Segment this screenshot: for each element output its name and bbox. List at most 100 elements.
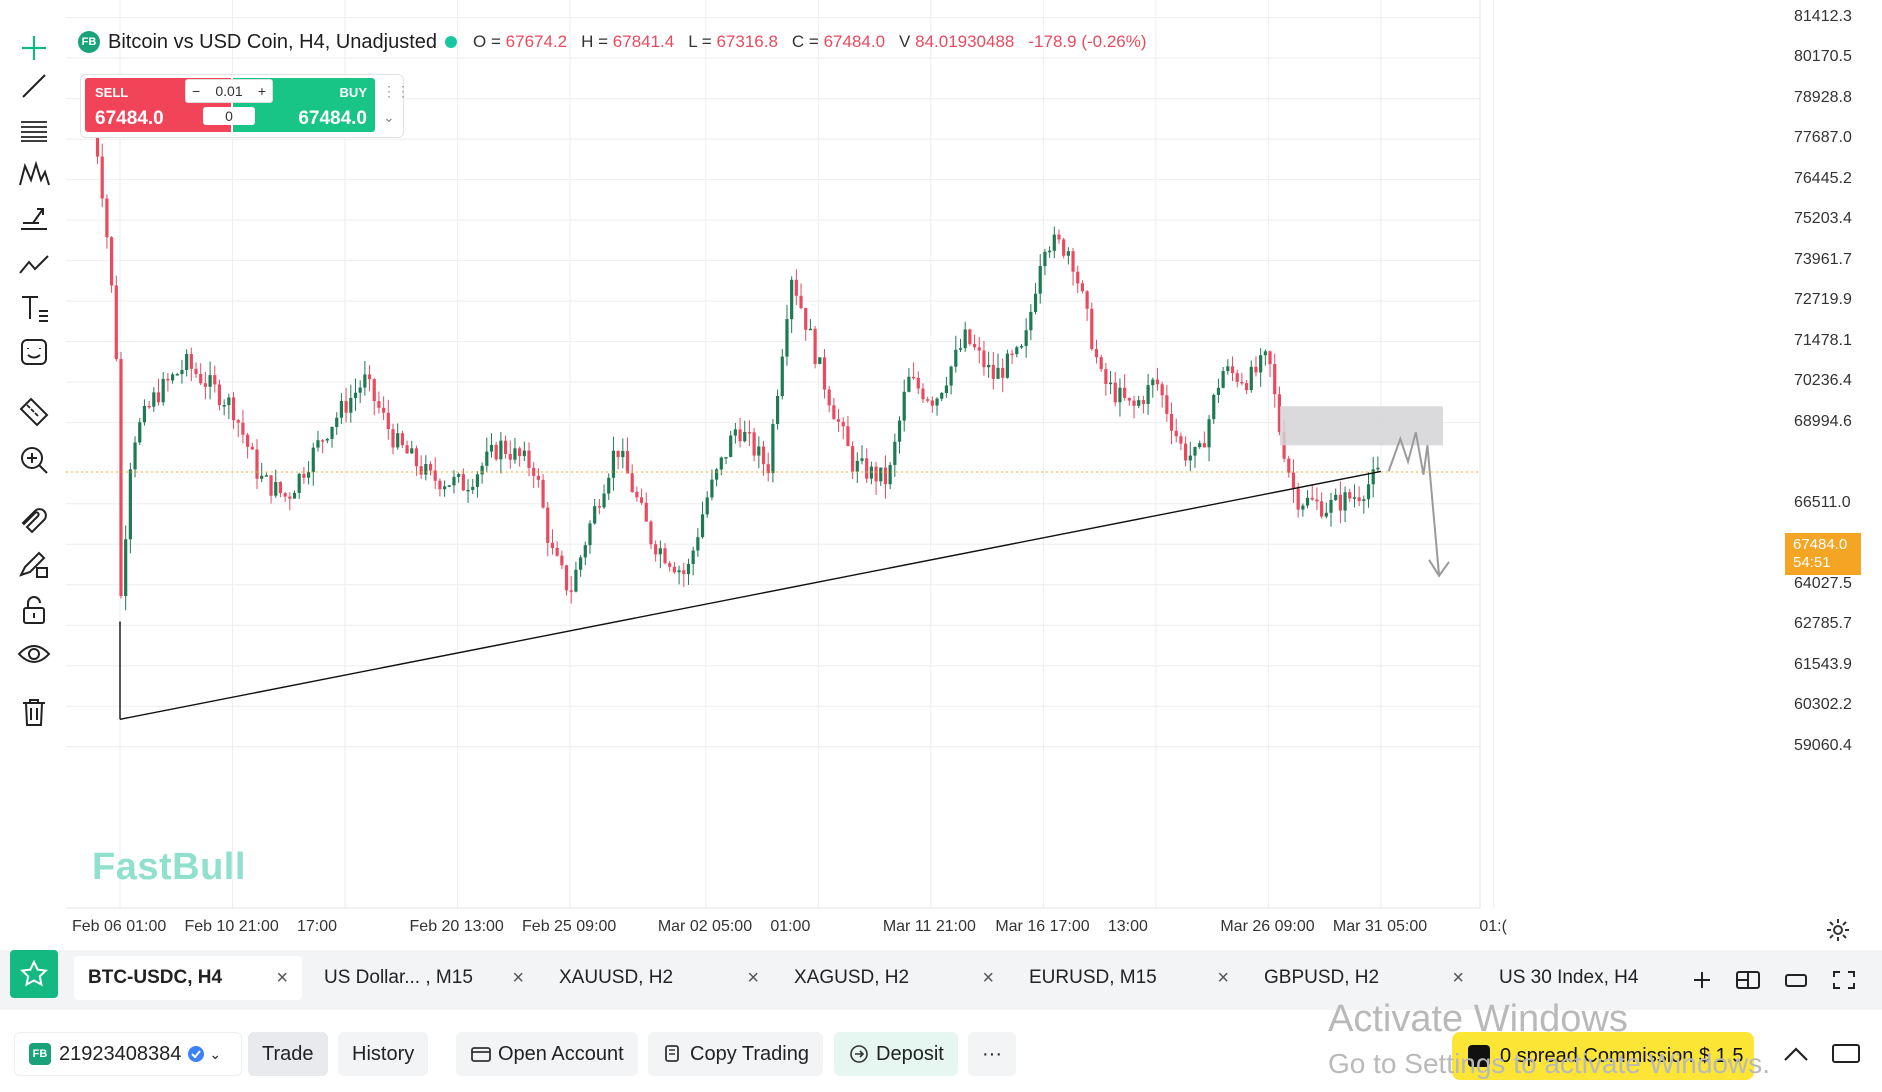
history-button[interactable]: History — [338, 1032, 429, 1076]
candle-body — [292, 492, 297, 499]
chart-tab[interactable]: XAGUSD, H2 × — [780, 956, 1008, 1000]
chart-tab[interactable]: US 30 Index, H4 — [1485, 956, 1681, 1000]
lot-minus-button[interactable]: − — [192, 83, 201, 99]
candle-body — [344, 400, 348, 413]
candle-body — [827, 389, 831, 406]
symbol-logo: FB — [78, 31, 100, 53]
candle-body — [607, 477, 611, 494]
pattern-icon[interactable] — [14, 154, 54, 194]
close-icon[interactable]: × — [1452, 966, 1464, 989]
candle-body — [489, 444, 494, 452]
price-chart[interactable] — [66, 0, 1780, 910]
path-icon[interactable] — [14, 244, 54, 284]
close-icon[interactable]: × — [512, 966, 524, 989]
candle-body — [987, 364, 991, 368]
candle-body — [686, 563, 691, 575]
candle-body — [414, 448, 419, 467]
candle-body — [1366, 484, 1371, 500]
candle-body — [639, 497, 644, 503]
candle-body — [874, 466, 878, 482]
add-tab-icon[interactable] — [1688, 968, 1716, 992]
close-icon[interactable]: × — [982, 966, 994, 989]
candle-body — [241, 422, 245, 435]
candle-body — [855, 460, 859, 472]
fullscreen-icon[interactable] — [1830, 968, 1858, 992]
candle-body — [236, 420, 240, 423]
chart-tab[interactable]: GBPUSD, H2 × — [1250, 956, 1478, 1000]
emoji-icon[interactable] — [14, 332, 54, 372]
price-tick-label: 64027.5 — [1794, 574, 1852, 592]
lot-size-input[interactable]: 0.01 — [215, 83, 243, 99]
text-icon[interactable] — [14, 288, 54, 328]
candle-body — [288, 496, 292, 499]
gear-icon[interactable] — [1824, 916, 1852, 944]
chart-tab[interactable]: XAUUSD, H2 × — [545, 956, 773, 1000]
candle-body — [110, 237, 114, 286]
trade-button[interactable]: Trade — [248, 1032, 328, 1076]
candle-body — [330, 426, 334, 439]
candle-body — [147, 405, 151, 408]
quantity-field[interactable]: 0 — [203, 107, 255, 125]
candle-body — [217, 384, 222, 406]
drag-handle-icon[interactable]: ⋮⋮ — [382, 83, 410, 99]
candle-body — [246, 434, 250, 447]
candle-body — [1099, 357, 1103, 370]
open-account-button[interactable]: Open Account — [456, 1032, 638, 1076]
panel-icon[interactable] — [1830, 1040, 1862, 1068]
chart-tab[interactable]: BTC-USDC, H4 × — [74, 956, 302, 1000]
fib-retracement-icon[interactable] — [14, 110, 54, 150]
deposit-button[interactable]: Deposit — [834, 1032, 958, 1076]
current-price-tag: 67484.0 54:51 — [1785, 533, 1861, 575]
close-icon[interactable]: × — [276, 966, 288, 989]
verified-icon — [188, 1046, 205, 1062]
close-icon[interactable]: × — [747, 966, 759, 989]
lot-plus-button[interactable]: + — [257, 83, 266, 99]
chart-tab[interactable]: US Dollar... , M15 × — [310, 956, 538, 1000]
candlestick-chart[interactable] — [66, 0, 1780, 910]
candle-body — [860, 458, 864, 461]
candle-body — [766, 464, 770, 474]
candle-body — [1038, 266, 1042, 294]
candle-body — [1113, 382, 1117, 403]
candle-body — [546, 507, 550, 543]
candle-body — [1019, 345, 1024, 348]
promo-banner[interactable]: 0 spread Commission $ 1.5 — [1452, 1032, 1754, 1080]
crosshair-icon[interactable] — [14, 28, 54, 68]
symbol-title[interactable]: Bitcoin vs USD Coin, H4, Unadjusted — [108, 30, 438, 53]
chevron-down-icon[interactable]: ⌄ — [383, 109, 395, 125]
candle-body — [1123, 387, 1127, 398]
magnet-icon[interactable] — [14, 500, 54, 540]
trend-line-icon[interactable] — [14, 66, 54, 106]
account-selector[interactable]: FB 21923408384 ⌄ — [14, 1032, 242, 1076]
favorites-button[interactable] — [10, 950, 58, 998]
open-value: O = 67674.2 — [473, 32, 567, 52]
tab-label: US 30 Index, H4 — [1499, 967, 1639, 988]
chart-tab[interactable]: EURUSD, M15 × — [1015, 956, 1243, 1000]
eye-icon[interactable] — [14, 634, 54, 674]
candle-body — [199, 374, 203, 384]
ruler-icon[interactable] — [14, 392, 54, 432]
drawing-lock-icon[interactable] — [14, 544, 54, 584]
layout-icon[interactable] — [1734, 968, 1762, 992]
candle-body — [602, 493, 606, 508]
candle-body — [1085, 291, 1089, 309]
candle-body — [1165, 395, 1169, 414]
copy-trading-button[interactable]: Copy Trading — [648, 1032, 823, 1076]
candle-body — [278, 482, 283, 494]
zoom-icon[interactable] — [14, 440, 54, 480]
projection-icon[interactable] — [14, 198, 54, 238]
candle-body — [888, 464, 892, 485]
account-card-icon — [471, 1047, 491, 1062]
trash-icon[interactable] — [14, 692, 54, 732]
candle-body — [644, 502, 648, 522]
lock-icon[interactable] — [14, 590, 54, 630]
window-icon[interactable] — [1782, 968, 1810, 992]
chevron-up-icon[interactable] — [1780, 1040, 1812, 1068]
candle-body — [180, 370, 184, 375]
candle-body — [1141, 400, 1146, 405]
close-icon[interactable]: × — [1217, 966, 1229, 989]
candle-body — [780, 356, 784, 397]
candle-body — [747, 431, 752, 434]
more-button[interactable]: ··· — [968, 1032, 1016, 1076]
candle-body — [1071, 251, 1075, 272]
